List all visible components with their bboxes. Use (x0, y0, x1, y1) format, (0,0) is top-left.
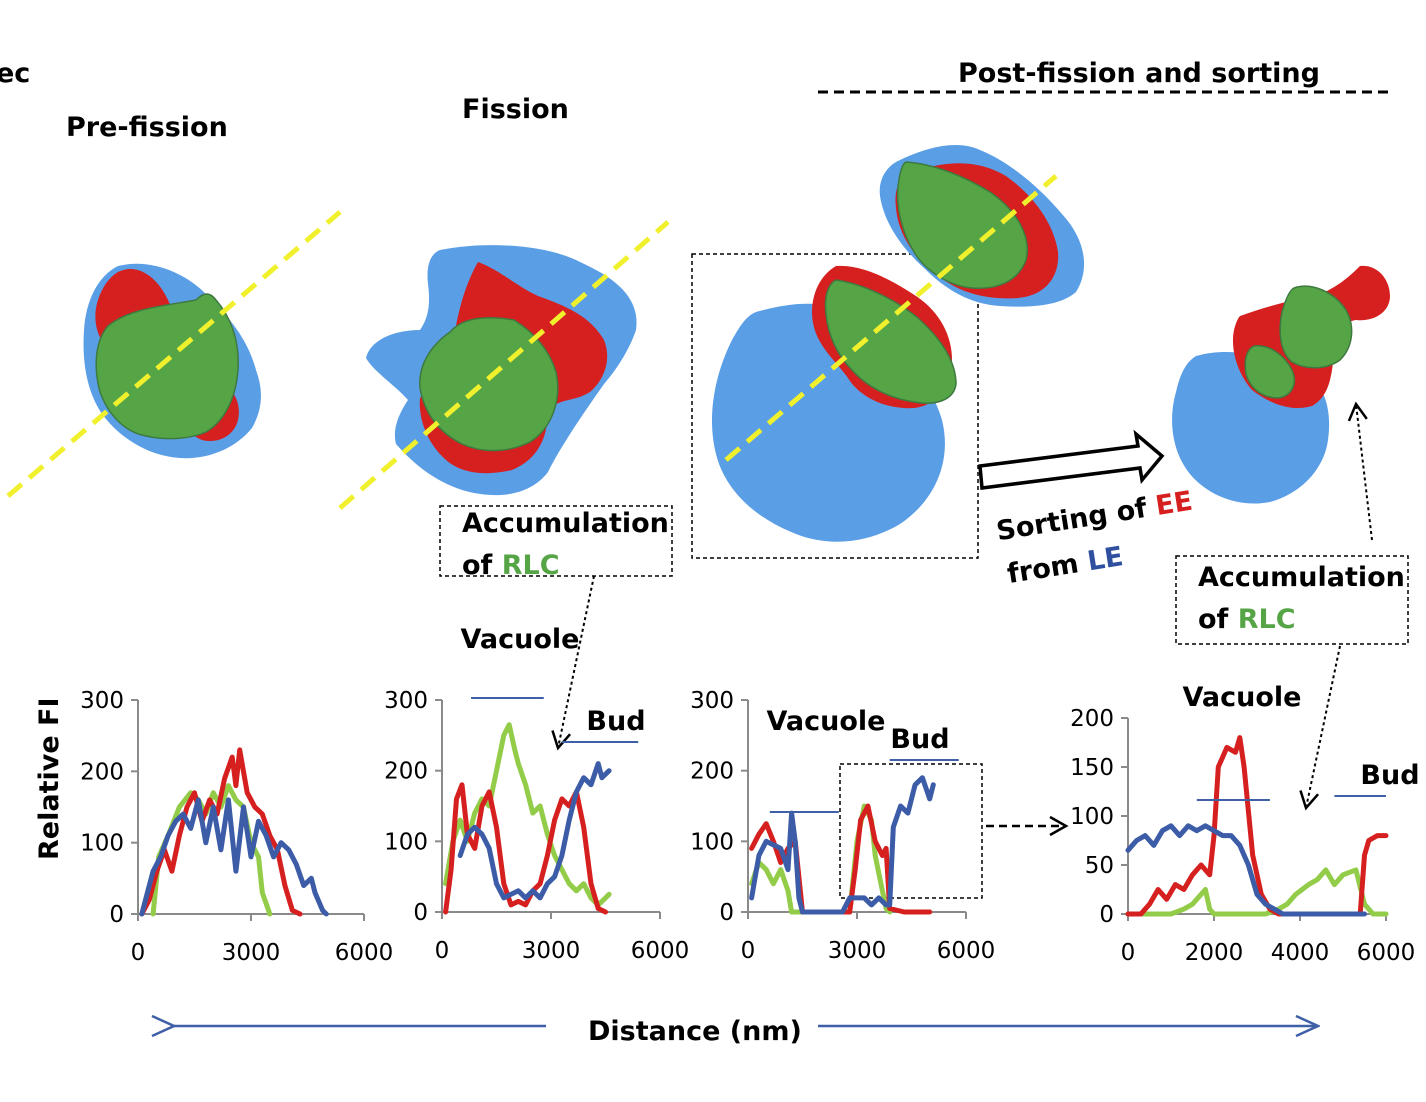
chart1-x-tick-label: 6000 (335, 940, 394, 966)
chart2-y-tick-label: 300 (384, 688, 428, 714)
postfission-cell-illustration (691, 145, 1085, 559)
chart4-x-tick-label: 2000 (1185, 940, 1244, 966)
chart3-y-tick-label: 100 (690, 829, 734, 855)
chart4-green-trace (1125, 867, 1389, 917)
accumulation-box-1 (439, 505, 673, 577)
plot3-zoom-box (839, 763, 983, 899)
y-axis-label: Relative FI (34, 697, 65, 860)
cropped-header-text: ec (0, 58, 30, 89)
dotted-arrow-to-expanded-plot (1299, 645, 1341, 811)
fission-title: Fission (462, 94, 569, 125)
accumulation-box-2 (1175, 555, 1409, 645)
sorted-cell-illustration (1172, 265, 1390, 504)
sorting-arrow (978, 429, 1165, 490)
chart4-y-tick-label: 200 (1070, 706, 1114, 732)
chart3-blue-trace (749, 775, 936, 915)
accumulation-label-2: Accumulation (1198, 562, 1405, 593)
sorting-of-ee-text: Sorting of EE (994, 486, 1194, 548)
postfission-line-scan (724, 174, 1058, 462)
chart2-y-tick-label: 100 (384, 829, 428, 855)
chart2-bud-label: Bud (586, 706, 645, 737)
chart4-x-tick-label: 0 (1121, 940, 1136, 966)
fission-line-scan (338, 220, 670, 510)
accumulation-of-rlc-1: of RLC (462, 550, 560, 581)
fission-cell-illustration (338, 220, 670, 510)
prefission-line-scan (6, 210, 342, 498)
chart3-y-tick-label: 0 (719, 900, 734, 926)
chart2-red-trace (443, 782, 608, 915)
post-fission-title: Post-fission and sorting (958, 58, 1320, 89)
chart4-y-tick-label: 50 (1085, 853, 1114, 879)
postfission-green-body (824, 279, 957, 404)
chart2-vacuole-label: Vacuole (461, 624, 580, 655)
chart1-x-tick-label: 3000 (222, 940, 281, 966)
chart2-x-tick-label: 0 (435, 938, 450, 964)
chart2-green-trace (443, 722, 612, 908)
chart1-x-tick-label: 0 (131, 940, 146, 966)
chart2-y-tick-label: 200 (384, 759, 428, 785)
pre-fission-title: Pre-fission (66, 112, 228, 143)
chart1-y-tick-label: 200 (80, 759, 124, 785)
chart3-x-tick-label: 6000 (937, 938, 996, 964)
prefission-cell-illustration (6, 210, 342, 498)
chart1-y-tick-label: 0 (109, 902, 124, 928)
chart4-y-tick-label: 150 (1070, 755, 1114, 781)
chart2-x-tick-label: 3000 (522, 938, 581, 964)
chart2-x-tick-label: 6000 (631, 938, 690, 964)
chart1-y-tick-label: 100 (80, 831, 124, 857)
chart3-x-tick-label: 3000 (828, 938, 887, 964)
chart4-y-tick-label: 0 (1099, 902, 1114, 928)
chart3-bud-label: Bud (890, 724, 949, 755)
chart4-bud-label: Bud (1360, 760, 1419, 791)
postfission-green-bud (896, 161, 1028, 290)
chart4-x-tick-label: 6000 (1357, 940, 1416, 966)
chart3-x-tick-label: 0 (741, 938, 756, 964)
chart3-y-tick-label: 300 (690, 688, 734, 714)
chart2-blue-trace (457, 761, 612, 901)
chart1-blue-trace (139, 797, 329, 917)
x-axis-label: Distance (nm) (588, 1016, 802, 1047)
chart2-y-tick-label: 0 (413, 900, 428, 926)
accumulation-of-rlc-2: of RLC (1198, 604, 1296, 635)
chart1-y-tick-label: 300 (80, 688, 124, 714)
chart4-vacuole-label: Vacuole (1183, 682, 1302, 713)
from-le-text: from LE (1005, 541, 1125, 590)
sorting-annotation: Sorting of EE from LE (994, 486, 1194, 590)
chart3-red-trace (749, 803, 933, 915)
chart4-x-tick-label: 4000 (1271, 940, 1330, 966)
dotted-arrow-to-fission-plot (551, 575, 595, 751)
chart4-blue-trace (1125, 823, 1367, 917)
chart3-vacuole-label: Vacuole (767, 706, 886, 737)
accumulation-label-1: Accumulation (462, 508, 669, 539)
sorted-green-region-2 (1244, 345, 1296, 399)
dotted-arrow-to-sorted-cell (1347, 401, 1373, 541)
chart1-red-trace (139, 747, 303, 917)
chart3-y-tick-label: 200 (690, 759, 734, 785)
postfission-box (691, 253, 979, 559)
chart4-y-tick-label: 100 (1070, 804, 1114, 830)
sorted-green-region-1 (1279, 285, 1353, 369)
